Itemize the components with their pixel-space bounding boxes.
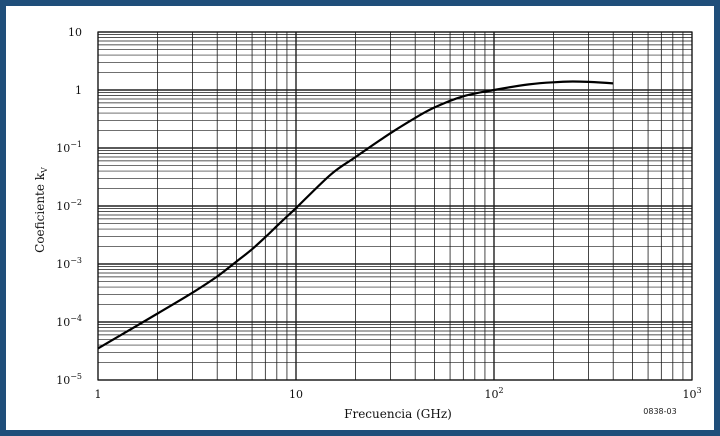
grid-lines: [97, 31, 693, 381]
y-tick-label: 10−3: [56, 256, 82, 271]
series-layer: [97, 80, 614, 350]
y-tick-labels: 10 1 10−1 10−2 10−3 10−4 10−5: [56, 26, 82, 387]
y-tick-label: 10: [68, 26, 82, 39]
series-line: [97, 80, 614, 350]
y-tick-label: 1: [75, 84, 82, 97]
y-tick-label: 10−1: [56, 140, 82, 155]
y-tick-label: 10−4: [56, 314, 82, 329]
figure-code: 0838-03: [643, 407, 676, 416]
y-tick-label: 10−5: [56, 372, 82, 387]
x-tick-label: 10: [289, 388, 303, 401]
x-tick-label: 103: [682, 386, 701, 401]
x-tick-label: 102: [484, 386, 503, 401]
x-tick-labels: 1 10 102 103: [95, 386, 702, 401]
y-axis-label: Coeficiente kV: [33, 167, 49, 253]
y-axis-label-sub: V: [40, 167, 49, 174]
x-tick-label: 1: [95, 388, 102, 401]
plot-border: [97, 31, 693, 381]
x-axis-label: Frecuencia (GHz): [344, 407, 452, 421]
y-tick-label: 10−2: [56, 198, 82, 213]
y-axis-label-main: Coeficiente k: [33, 172, 47, 253]
